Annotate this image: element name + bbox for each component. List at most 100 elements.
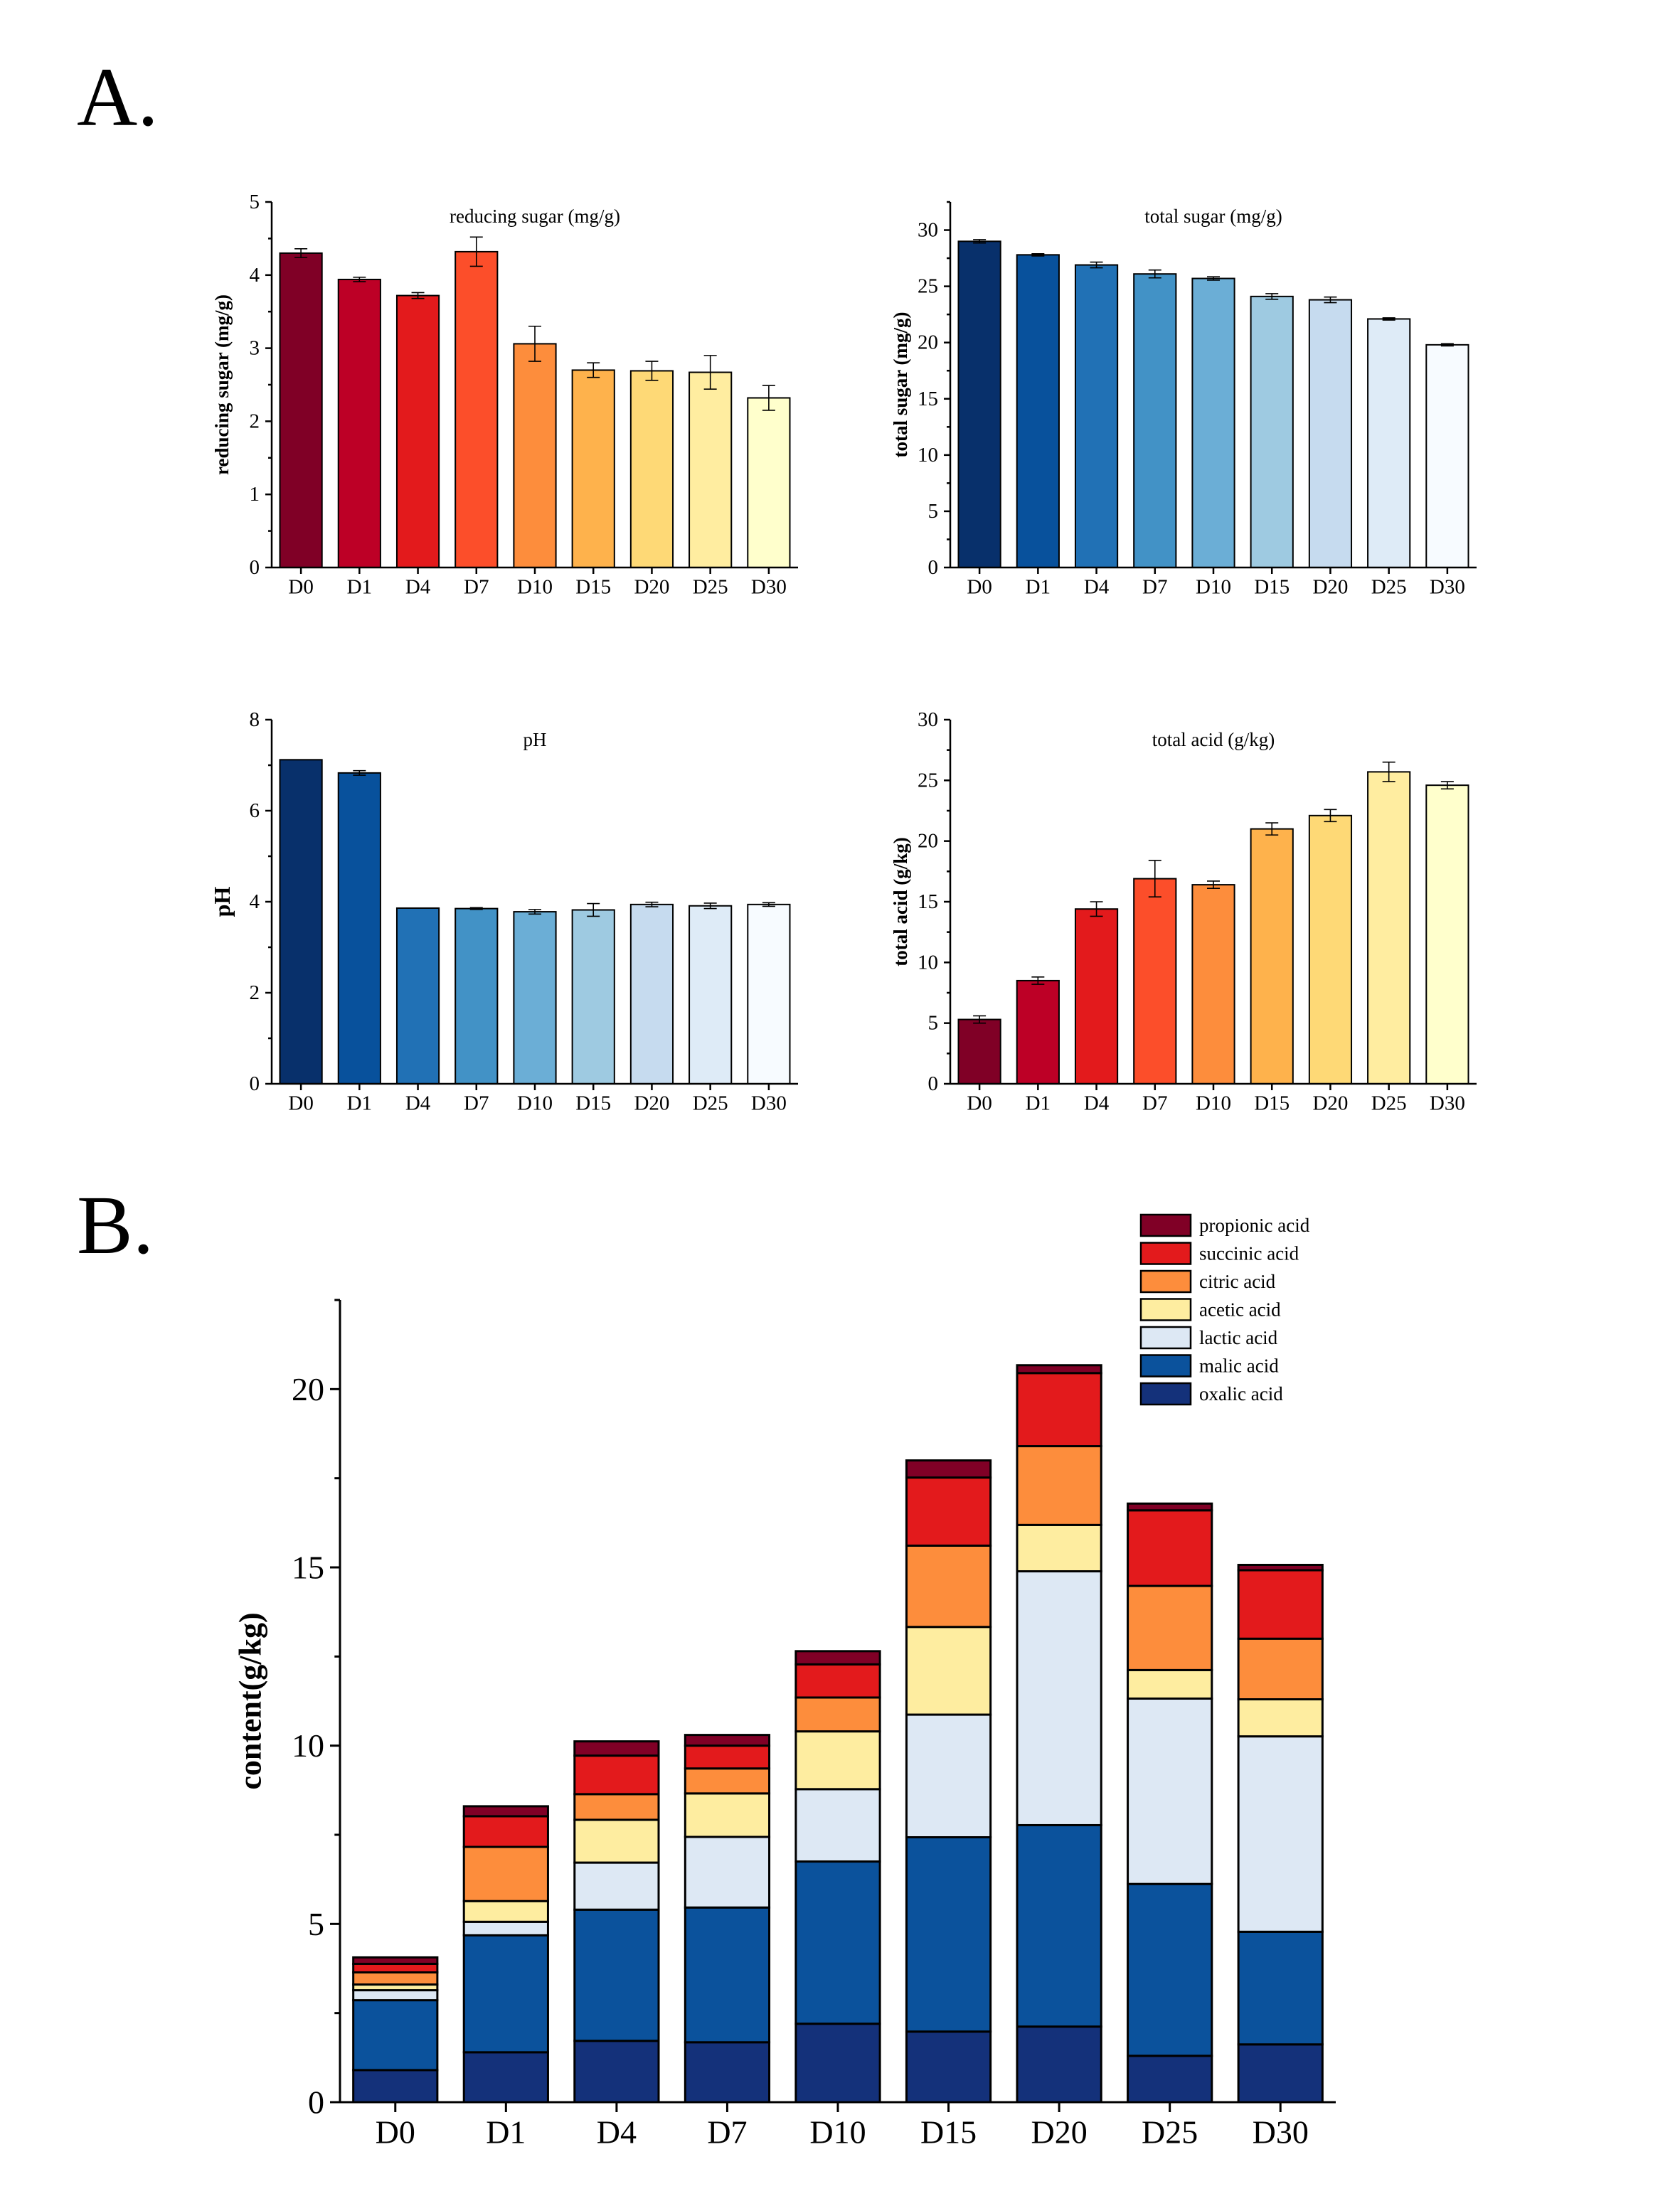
bar-D0	[279, 759, 323, 1085]
error-bar-D25	[703, 355, 717, 390]
x-tick-label-D4: D4	[405, 576, 431, 599]
bar-segment-oxalic-acid-D0	[352, 2069, 439, 2104]
bar-segment-acetic-acid-D7	[684, 1792, 771, 1838]
error-bar-D0	[973, 1015, 987, 1024]
error-bar-D15	[1265, 293, 1279, 300]
error-bar-D7	[469, 907, 483, 910]
x-tick-label-D15: D15	[920, 2114, 977, 2151]
bar-segment-succinic-acid-D7	[684, 1744, 771, 1770]
bar-D25	[689, 371, 733, 568]
panel-label-a: A.	[77, 50, 159, 144]
legend-swatch-oxalic-acid	[1139, 1382, 1192, 1406]
y-axis-label: content(g/kg)	[233, 1612, 268, 1789]
legend-label-succinic-acid: succinic acid	[1199, 1243, 1299, 1264]
bar-segment-acetic-acid-D30	[1237, 1698, 1324, 1738]
bar-segment-acetic-acid-D10	[794, 1730, 881, 1791]
bar-segment-citric-acid-D10	[794, 1696, 881, 1733]
error-bar-D1	[353, 769, 366, 776]
bar-segment-citric-acid-D7	[684, 1767, 771, 1795]
bar-segment-oxalic-acid-D30	[1237, 2043, 1324, 2104]
bar-segment-acetic-acid-D1	[462, 1899, 549, 1923]
bar-D7	[1133, 878, 1177, 1085]
bar-D0	[957, 240, 1001, 568]
error-bar-D20	[645, 901, 659, 907]
x-tick-label-D0: D0	[376, 2114, 415, 2151]
error-bar-D10	[528, 325, 541, 362]
error-bar-D4	[1090, 901, 1103, 917]
error-bar-D7	[469, 236, 483, 267]
error-bar-D10	[1207, 880, 1220, 890]
bar-D7	[454, 907, 499, 1085]
x-tick-label-D10: D10	[1196, 1092, 1231, 1115]
bar-D4	[1074, 264, 1119, 568]
bar-segment-succinic-acid-D1	[462, 1815, 549, 1848]
x-tick-label-D4: D4	[405, 1092, 431, 1115]
error-bar-D15	[587, 362, 600, 378]
bar-segment-citric-acid-D30	[1237, 1637, 1324, 1700]
bar-segment-lactic-acid-D7	[684, 1835, 771, 1909]
x-tick-label-D4: D4	[1084, 1092, 1110, 1115]
bar-D7	[1133, 273, 1177, 568]
bar-segment-citric-acid-D25	[1127, 1584, 1213, 1671]
legend-swatch-propionic-acid	[1139, 1213, 1192, 1237]
bar-segment-malic-acid-D30	[1237, 1930, 1324, 2046]
error-bar-D1	[1031, 252, 1045, 257]
error-bar-D10	[1207, 276, 1220, 281]
x-tick-label-D0: D0	[967, 1092, 991, 1115]
bar-D15	[1250, 295, 1294, 568]
bar-segment-succinic-acid-D0	[352, 1962, 439, 1974]
bar-segment-propionic-acid-D20	[1016, 1364, 1102, 1375]
bar-segment-succinic-acid-D25	[1127, 1509, 1213, 1587]
error-bar-D30	[762, 902, 775, 907]
y-tick-label: 5	[250, 191, 260, 213]
legend-swatch-succinic-acid	[1139, 1242, 1192, 1265]
y-tick-label: 6	[250, 799, 260, 822]
y-tick-label: 1	[250, 483, 260, 506]
x-tick-label-D7: D7	[1142, 576, 1167, 599]
bar-D30	[747, 397, 791, 569]
x-tick-label-D1: D1	[1026, 1092, 1051, 1115]
y-tick-label: 25	[918, 769, 938, 792]
error-bar-D30	[1440, 343, 1454, 347]
bar-D0	[957, 1018, 1001, 1085]
x-tick-label-D4: D4	[597, 2114, 637, 2151]
x-tick-label-D25: D25	[1142, 2114, 1198, 2151]
y-axis-label: total sugar (mg/g)	[890, 312, 911, 458]
bar-D30	[1425, 343, 1469, 568]
chart-total-acid: 0 5 10 15 20 25 30 D0 D1 D4 D7 D10 D15 D20 D25 D30 total…	[890, 708, 1477, 1115]
bar-D4	[395, 294, 440, 568]
bar-segment-propionic-acid-D7	[684, 1734, 771, 1747]
bar-D10	[513, 911, 557, 1085]
x-tick-label-D7: D7	[1142, 1092, 1167, 1115]
chart-reducing-sugar: 0 1 2 3 4 5 D0 D1 D4 D7 D10 D15 D20 D25 D30 reducing su…	[211, 191, 798, 599]
error-bar-D20	[1324, 809, 1337, 823]
legend-label-citric-acid: citric acid	[1199, 1271, 1276, 1292]
y-tick-label: 5	[308, 1906, 324, 1942]
error-bar-D1	[353, 277, 366, 282]
y-tick-label: 10	[918, 951, 938, 974]
x-tick-label-D0: D0	[288, 1092, 313, 1115]
bar-segment-succinic-acid-D4	[573, 1754, 660, 1796]
x-tick-label-D10: D10	[517, 1092, 553, 1115]
x-tick-label-D10: D10	[1196, 576, 1231, 599]
error-bar-D1	[1031, 976, 1045, 985]
y-tick-label: 20	[918, 331, 938, 354]
bar-segment-succinic-acid-D20	[1016, 1372, 1102, 1448]
y-axis-label: reducing sugar (mg/g)	[211, 294, 233, 475]
error-bar-D25	[1382, 761, 1395, 782]
bar-segment-oxalic-acid-D15	[905, 2030, 992, 2104]
chart-ph: 0 2 4 6 8 D0 D1 D4 D7 D10 D15 D20 D25 D30 pH pH	[209, 708, 798, 1115]
bar-segment-oxalic-acid-D20	[1016, 2025, 1102, 2104]
legend-swatch-malic-acid	[1139, 1354, 1192, 1378]
y-tick-label: 30	[918, 708, 938, 731]
x-tick-label-D7: D7	[464, 576, 489, 599]
y-tick-label: 20	[918, 830, 938, 853]
bar-segment-citric-acid-D0	[352, 1971, 439, 1986]
error-bar-D20	[1324, 296, 1337, 304]
bar-segment-lactic-acid-D20	[1016, 1570, 1102, 1826]
bar-segment-propionic-acid-D1	[462, 1805, 549, 1818]
y-tick-label: 5	[928, 500, 939, 523]
x-tick-label-D4: D4	[1084, 576, 1110, 599]
bar-segment-malic-acid-D0	[352, 1999, 439, 2072]
bar-segment-acetic-acid-D20	[1016, 1523, 1102, 1573]
